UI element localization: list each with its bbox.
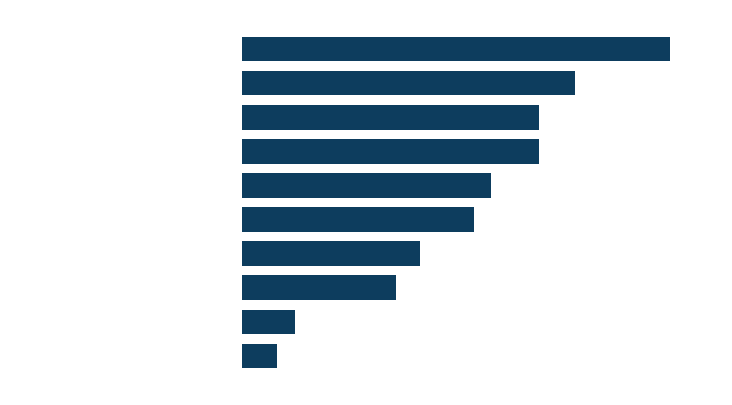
Bar <box>242 71 575 96</box>
Bar <box>242 139 539 164</box>
Bar <box>242 241 420 266</box>
Bar <box>242 275 396 300</box>
Bar <box>242 105 539 130</box>
Bar <box>242 207 474 232</box>
Bar <box>242 37 670 62</box>
Bar <box>242 343 277 368</box>
Bar <box>242 173 491 198</box>
Bar <box>242 309 295 334</box>
